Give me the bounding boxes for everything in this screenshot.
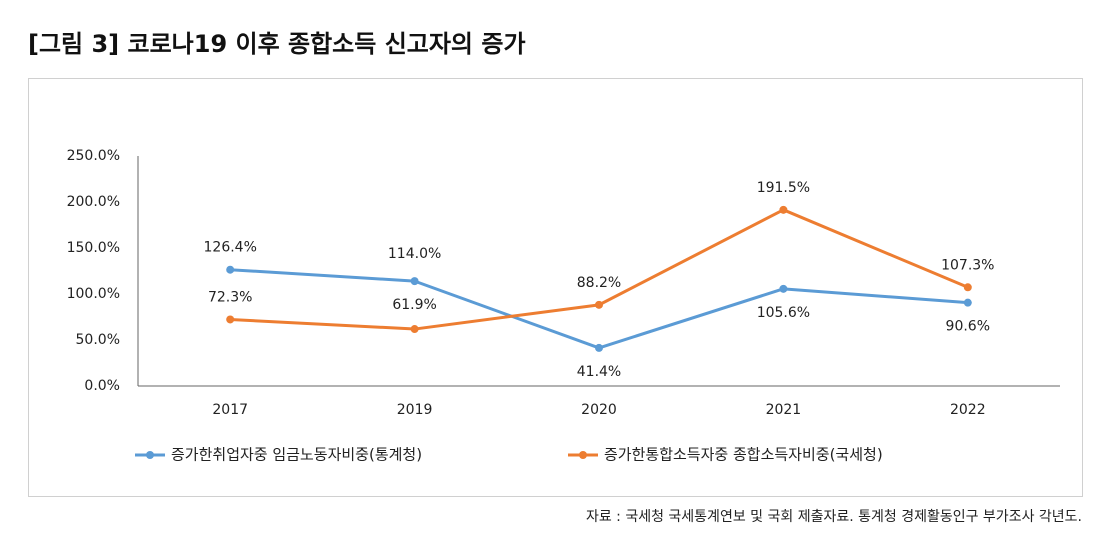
y-tick-label: 0.0%	[84, 378, 120, 394]
chart-frame	[28, 78, 1083, 497]
source-note: 자료 : 국세청 국세통계연보 및 국회 제출자료. 통계청 경제활동인구 부가…	[586, 509, 1082, 525]
y-tick-label: 250.0%	[67, 148, 120, 164]
x-tick-label: 2022	[950, 402, 986, 418]
legend-label: 증가한통합소득자중 종합소득자비중(국세청)	[604, 446, 883, 464]
point	[779, 205, 788, 214]
point	[963, 298, 972, 307]
y-tick-label: 100.0%	[67, 286, 120, 302]
chart-title: [그림 3] 코로나19 이후 종합소득 신고자의 증가	[28, 30, 526, 58]
point	[779, 284, 788, 293]
y-tick-label: 200.0%	[67, 194, 120, 210]
point	[963, 283, 972, 292]
value-label: 191.5%	[757, 180, 810, 196]
x-tick-label: 2020	[581, 402, 617, 418]
point	[595, 343, 603, 352]
value-label: 107.3%	[941, 257, 994, 273]
legend-label: 증가한취업자중 임금노동자비중(통계청)	[171, 446, 422, 464]
value-label: 126.4%	[204, 240, 257, 256]
value-label: 72.3%	[208, 289, 252, 305]
legend-marker	[579, 451, 587, 459]
legend-marker	[146, 451, 154, 459]
x-tick-label: 2021	[766, 402, 802, 418]
value-label: 61.9%	[392, 297, 436, 313]
y-tick-label: 50.0%	[76, 332, 120, 348]
point	[410, 277, 419, 286]
value-label: 90.6%	[946, 319, 990, 335]
x-tick-label: 2019	[397, 402, 433, 418]
point	[226, 265, 235, 274]
value-label: 88.2%	[577, 275, 621, 291]
point	[410, 325, 419, 334]
point	[595, 300, 603, 309]
x-tick-label: 2017	[212, 402, 248, 418]
y-tick-label: 150.0%	[67, 240, 120, 256]
value-label: 105.6%	[757, 305, 810, 321]
value-label: 41.4%	[577, 364, 621, 380]
point	[226, 315, 235, 324]
value-label: 114.0%	[388, 246, 441, 262]
